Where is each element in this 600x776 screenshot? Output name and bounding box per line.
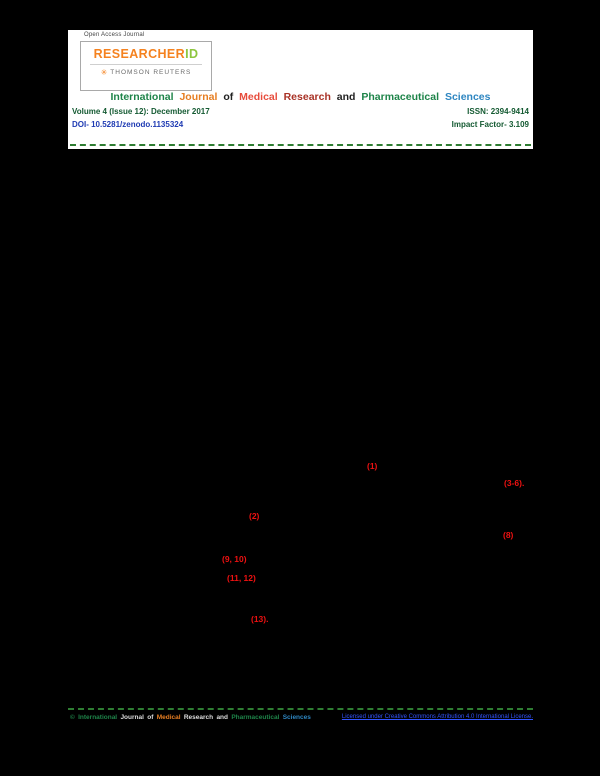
volume-issn-row: Volume 4 (Issue 12): December 2017 ISSN:…: [72, 107, 529, 116]
title-word: Sciences: [444, 91, 491, 103]
footer-dashed-separator: [68, 708, 533, 710]
citation-mark: (8): [503, 530, 514, 540]
page-footer: © International Journal of Medical Resea…: [70, 714, 533, 721]
citation-mark: (1): [367, 461, 378, 471]
copyright-word: Pharmaceutical: [231, 714, 280, 721]
logo-divider: [90, 64, 202, 65]
researcherid-wordmark-orange: RESEARCHER: [93, 47, 186, 61]
thomson-reuters-icon: ✳: [100, 68, 109, 77]
copyright-word: of: [147, 714, 154, 721]
open-access-label: Open Access Journal: [84, 32, 145, 38]
researcherid-logo: RESEARCHERID ✳ THOMSON REUTERS: [80, 41, 212, 91]
title-word: Journal: [179, 91, 218, 103]
copyright-word: International: [78, 714, 118, 721]
copyright-word: and: [216, 714, 228, 721]
citation-mark: (13).: [251, 614, 269, 624]
volume-label: Volume 4 (Issue 12): December 2017: [72, 107, 210, 116]
copyright-word: ©: [70, 714, 75, 721]
title-word: Pharmaceutical: [361, 91, 440, 103]
copyright-word: Journal: [120, 714, 144, 721]
title-word: International: [110, 91, 174, 103]
copyright-word: Medical: [156, 714, 181, 721]
journal-title: International Journal of Medical Researc…: [68, 91, 533, 103]
doi-label: DOI- 10.5281/zenodo.1135324: [72, 120, 184, 129]
title-word: Research: [283, 91, 331, 103]
impact-factor-label: Impact Factor- 3.109: [451, 120, 529, 129]
doi-impact-row: DOI- 10.5281/zenodo.1135324 Impact Facto…: [72, 120, 529, 129]
journal-header: Open Access Journal RESEARCHERID ✳ THOMSO…: [68, 30, 533, 149]
copyright-word: Research: [183, 714, 214, 721]
title-word: of: [223, 91, 234, 103]
header-dashed-separator: [70, 144, 531, 146]
copyright-line: © International Journal of Medical Resea…: [70, 714, 312, 721]
citation-mark: (2): [249, 511, 260, 521]
citation-mark: (11, 12): [227, 573, 256, 583]
copyright-word: Sciences: [282, 714, 311, 721]
title-word: Medical: [239, 91, 278, 103]
researcherid-wordmark-green: ID: [185, 47, 199, 61]
issn-label: ISSN: 2394-9414: [467, 107, 529, 116]
thomson-reuters-label: ✳ THOMSON REUTERS: [81, 68, 211, 77]
creative-commons-link[interactable]: Licensed under Creative Commons Attribut…: [341, 714, 533, 720]
citation-mark: (9, 10): [222, 554, 247, 564]
researcherid-wordmark: RESEARCHERID: [81, 47, 211, 61]
title-word: and: [336, 91, 356, 103]
thomson-reuters-text: THOMSON REUTERS: [110, 69, 192, 77]
citation-mark: (3-6).: [504, 478, 525, 488]
